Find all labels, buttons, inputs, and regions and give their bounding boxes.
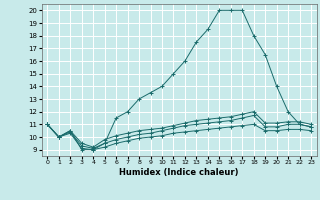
- X-axis label: Humidex (Indice chaleur): Humidex (Indice chaleur): [119, 168, 239, 177]
